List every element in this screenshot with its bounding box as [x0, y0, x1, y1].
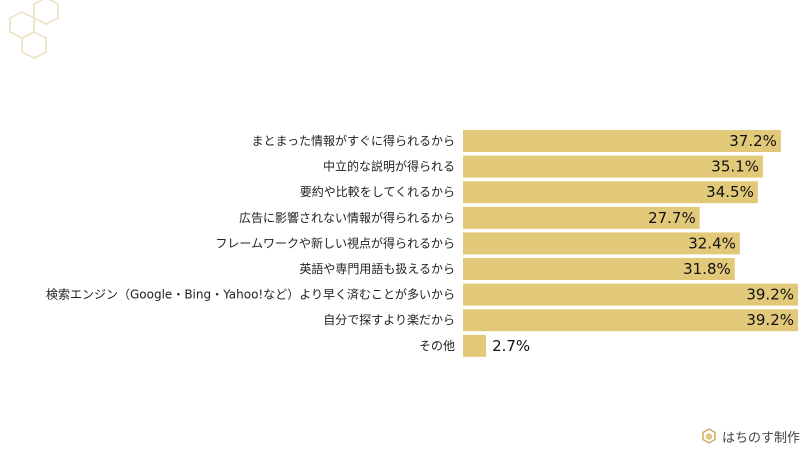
honeycomb-icon [702, 427, 716, 444]
category-label-1: 中立的な説明が得られる [323, 159, 455, 174]
value-label-4: 32.4% [688, 234, 736, 252]
category-label-5: 英語や専門用語も扱えるから [299, 261, 455, 276]
value-label-1: 35.1% [711, 158, 759, 176]
category-label-8: その他 [419, 339, 455, 353]
honeycomb-decoration [9, 0, 59, 60]
category-label-0: まとまった情報がすぐに得られるから [251, 133, 455, 148]
value-label-7: 39.2% [746, 311, 794, 329]
bar-0 [463, 130, 781, 152]
bar-2 [463, 181, 758, 204]
category-label-4: フレームワークや新しい視点が得られるから [215, 235, 455, 250]
category-label-3: 広告に影響されない情報が得られるから [239, 210, 455, 225]
category-label-6: 検索エンジン（Google・Bing・Yahoo!など）より早く済むことが多いか… [46, 287, 455, 302]
bar-1 [463, 155, 763, 178]
bar-3 [463, 206, 700, 229]
bar-5 [463, 258, 735, 280]
value-label-3: 27.7% [648, 209, 696, 227]
bar-8 [463, 334, 487, 357]
value-label-8: 2.7% [492, 337, 530, 355]
value-label-6: 39.2% [746, 286, 794, 304]
bar-7 [463, 309, 798, 332]
brand-logo: はちのす制作 [700, 427, 800, 446]
value-label-2: 34.5% [706, 183, 754, 201]
bar-6 [463, 283, 798, 306]
bar-4 [463, 232, 740, 255]
category-label-7: 自分で探すより楽だから [323, 313, 455, 327]
value-label-0: 37.2% [729, 132, 777, 150]
brand-name: はちのす制作 [721, 431, 800, 446]
category-label-2: 要約や比較をしてくれるから [300, 184, 455, 199]
value-label-5: 31.8% [683, 260, 731, 278]
